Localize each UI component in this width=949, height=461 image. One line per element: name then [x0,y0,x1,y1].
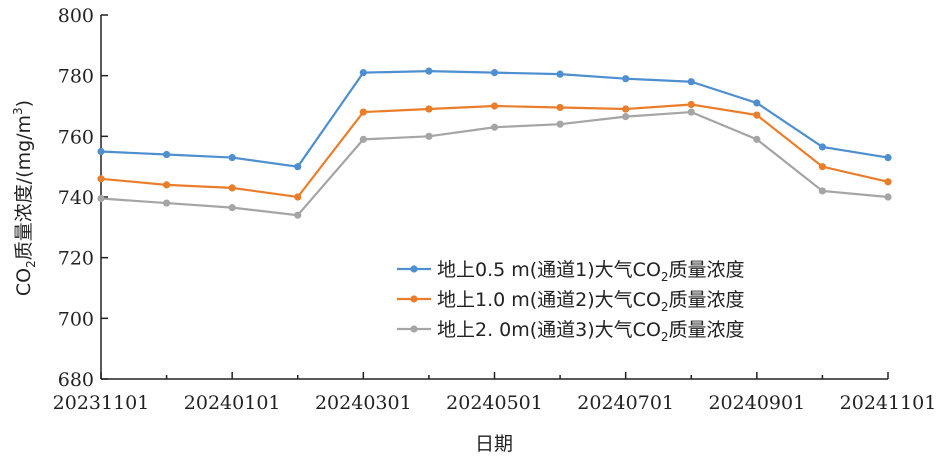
data-point [359,108,367,116]
data-point [97,194,105,203]
x-tick-label: 20240901 [708,392,805,414]
data-point [556,103,564,112]
series-1 [97,67,892,171]
series-layer [97,67,892,219]
data-point [490,69,499,77]
y-tick-label: 740 [58,187,94,209]
legend-item-1: 地上0.5 m(通道1)大气CO2质量浓度 [397,259,745,284]
data-point [818,143,827,151]
data-point [425,67,433,75]
data-point [884,193,892,201]
y-tick-label: 780 [58,66,94,88]
x-axis: 20231101 20240101 20240301 20240501 20240701… [53,372,937,414]
data-point [753,111,761,119]
data-point [622,113,630,121]
x-tick-label: 20240101 [184,392,281,414]
y-tick-label: 760 [58,126,94,148]
data-point [884,178,892,186]
series-2 [97,100,892,201]
legend-swatch-marker [410,295,418,303]
data-point [97,147,105,156]
data-point [228,184,236,192]
data-point [622,105,630,113]
data-point [359,69,367,77]
data-point [490,123,499,131]
data-point [818,163,827,171]
x-tick-label: 20240501 [446,392,543,414]
data-point [162,199,171,207]
data-point [687,100,695,109]
y-tick-label: 800 [58,5,94,27]
data-point [294,211,302,219]
series-3 [97,108,892,219]
x-tick-label: 20240701 [577,392,674,414]
data-point [425,105,433,113]
legend-label: 地上2. 0m(通道3)大气CO2质量浓度 [437,319,745,344]
data-point [884,153,892,162]
data-point [294,163,302,171]
y-axis-title: CO2质量浓度/(mg/m3) [11,100,38,296]
data-point [162,181,171,189]
legend-item-2: 地上1.0 m(通道2)大气CO2质量浓度 [397,289,745,314]
data-point [556,70,564,78]
x-axis-title: 日期 [475,433,513,455]
data-point [753,99,761,107]
data-point [556,120,564,128]
data-point [228,204,236,212]
y-tick-label: 680 [58,369,94,391]
legend-swatch-marker [410,265,418,273]
x-tick-label: 20231101 [53,392,150,414]
data-point [425,132,433,140]
data-point [490,102,499,110]
x-tick-label: 20241101 [840,392,937,414]
data-point [97,175,105,183]
data-point [162,150,171,159]
data-point [228,153,236,162]
x-tick-label: 20240301 [315,392,412,414]
legend-label: 地上1.0 m(通道2)大气CO2质量浓度 [437,289,745,314]
data-point [359,135,367,143]
y-tick-label: 720 [58,248,94,270]
series-line [100,70,889,168]
y-tick-label: 700 [58,308,94,330]
data-point [818,187,827,195]
legend-swatch-marker [410,325,418,333]
data-point [687,108,695,116]
data-point [687,78,695,86]
data-point [294,193,302,201]
data-point [622,75,630,83]
legend-item-3: 地上2. 0m(通道3)大气CO2质量浓度 [397,319,745,344]
legend-label: 地上0.5 m(通道1)大气CO2质量浓度 [437,259,745,284]
y-axis: 680 700 720 740 760 780 800 [58,5,108,391]
data-point [753,135,761,143]
